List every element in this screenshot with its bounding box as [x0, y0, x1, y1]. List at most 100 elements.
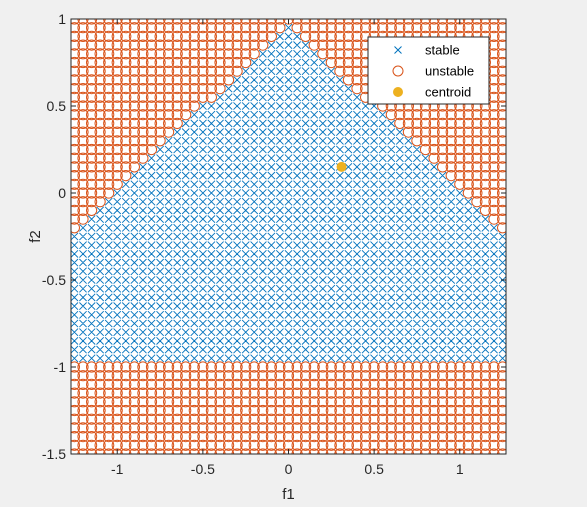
unstable-point [497, 431, 506, 443]
unstable-point [240, 56, 252, 69]
unstable-point [308, 439, 320, 451]
unstable-point [488, 152, 500, 164]
unstable-point [145, 19, 158, 25]
unstable-point [86, 48, 98, 60]
unstable-point [428, 404, 440, 417]
unstable-point [180, 387, 192, 399]
unstable-point [94, 187, 106, 199]
unstable-point [471, 361, 483, 373]
unstable-point [488, 378, 500, 390]
unstable-point [180, 361, 192, 373]
unstable-point [462, 370, 474, 382]
unstable-point [462, 22, 474, 34]
unstable-point [488, 19, 500, 25]
unstable-point [428, 22, 440, 34]
unstable-point [462, 413, 474, 425]
unstable-point [188, 431, 200, 443]
unstable-point [248, 422, 260, 434]
unstable-point [128, 431, 140, 443]
unstable-point [223, 48, 235, 60]
unstable-point [128, 126, 140, 138]
unstable-point [437, 109, 449, 121]
unstable-point [308, 22, 320, 34]
unstable-point [86, 152, 98, 164]
unstable-point [317, 413, 329, 425]
unstable-point [71, 422, 80, 434]
unstable-point [265, 431, 277, 443]
unstable-point [300, 387, 312, 399]
unstable-point [317, 396, 329, 408]
unstable-point [77, 378, 89, 390]
unstable-point [145, 370, 158, 382]
unstable-point [128, 396, 140, 408]
unstable-point [214, 413, 226, 425]
unstable-point [377, 422, 389, 434]
unstable-point [223, 404, 235, 417]
unstable-point [428, 117, 440, 130]
unstable-point [94, 178, 106, 190]
unstable-point [462, 431, 474, 443]
unstable-point [257, 378, 269, 390]
unstable-point [103, 39, 115, 51]
unstable-point [248, 19, 260, 25]
unstable-point [257, 39, 269, 51]
unstable-point [128, 152, 140, 164]
unstable-point [240, 387, 252, 399]
unstable-point [94, 422, 106, 434]
unstable-point [419, 422, 432, 434]
unstable-point [188, 396, 200, 408]
unstable-point [94, 387, 106, 399]
unstable-point [479, 135, 491, 147]
unstable-point [71, 370, 80, 382]
unstable-point [77, 30, 89, 43]
unstable-point [377, 370, 389, 382]
unstable-point [351, 422, 363, 434]
unstable-point [479, 178, 491, 190]
unstable-point [111, 161, 123, 173]
data-marks [71, 19, 506, 454]
unstable-point [317, 431, 329, 443]
unstable-point [308, 413, 320, 425]
unstable-point [77, 404, 89, 417]
unstable-point [205, 387, 217, 399]
unstable-point [77, 74, 89, 86]
unstable-point [445, 396, 457, 408]
unstable-point [325, 431, 337, 443]
unstable-point [385, 439, 397, 451]
unstable-point [360, 378, 372, 390]
unstable-point [86, 56, 98, 69]
unstable-point [86, 126, 98, 138]
unstable-point [308, 404, 320, 417]
unstable-point [419, 109, 432, 121]
unstable-point [188, 91, 200, 103]
unstable-point [360, 19, 372, 25]
unstable-point [428, 152, 440, 164]
unstable-point [274, 431, 286, 443]
unstable-point [77, 387, 89, 399]
unstable-point [86, 19, 98, 25]
unstable-point [471, 370, 483, 382]
unstable-point [325, 22, 337, 34]
unstable-point [137, 404, 149, 417]
unstable-point [419, 431, 432, 443]
unstable-point [394, 19, 406, 25]
unstable-point [248, 378, 260, 390]
unstable-point [154, 65, 166, 77]
unstable-point [342, 48, 354, 60]
unstable-point [368, 19, 380, 25]
unstable-point [154, 19, 166, 25]
unstable-point [197, 91, 209, 103]
unstable-point [325, 361, 337, 373]
unstable-point [71, 126, 80, 138]
unstable-point [462, 439, 474, 451]
unstable-point [325, 378, 337, 390]
unstable-point [145, 396, 158, 408]
unstable-point [351, 56, 363, 69]
unstable-point [445, 378, 457, 390]
unstable-point [77, 22, 89, 34]
unstable-point [103, 48, 115, 60]
unstable-point [86, 187, 98, 199]
unstable-point [214, 361, 226, 373]
unstable-point [205, 431, 217, 443]
unstable-point [120, 83, 132, 95]
